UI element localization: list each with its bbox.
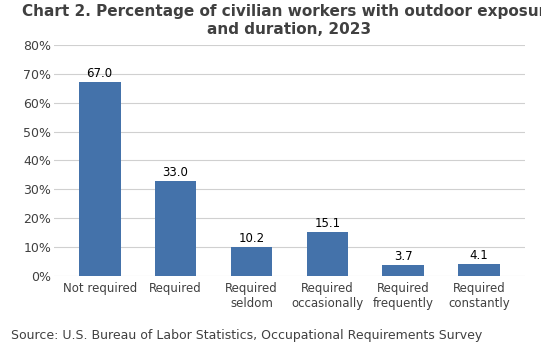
Text: 15.1: 15.1 — [314, 217, 340, 230]
Text: 10.2: 10.2 — [239, 231, 265, 245]
Bar — [230, 247, 272, 276]
Bar — [307, 233, 348, 276]
Bar — [458, 264, 500, 276]
Title: Chart 2. Percentage of civilian workers with outdoor exposure
and duration, 2023: Chart 2. Percentage of civilian workers … — [22, 4, 541, 37]
Bar — [79, 82, 121, 276]
Text: Source: U.S. Bureau of Labor Statistics, Occupational Requirements Survey: Source: U.S. Bureau of Labor Statistics,… — [11, 328, 482, 342]
Bar — [155, 181, 196, 276]
Text: 3.7: 3.7 — [394, 250, 413, 263]
Text: 4.1: 4.1 — [470, 249, 489, 262]
Text: 33.0: 33.0 — [163, 166, 188, 179]
Text: 67.0: 67.0 — [87, 67, 113, 80]
Bar — [382, 265, 424, 276]
